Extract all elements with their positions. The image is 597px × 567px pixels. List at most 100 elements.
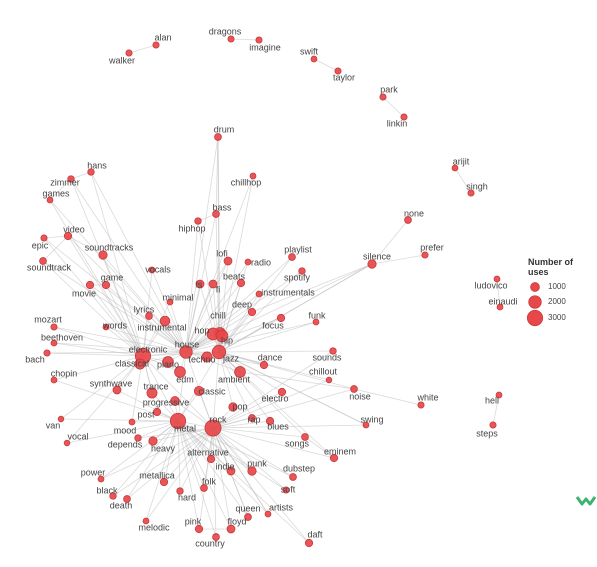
node-label: beethoven bbox=[41, 332, 83, 342]
edge bbox=[218, 351, 271, 422]
node bbox=[212, 533, 220, 541]
edge bbox=[212, 427, 232, 530]
node-label: zimmer bbox=[50, 177, 80, 187]
node bbox=[179, 345, 193, 359]
edge bbox=[251, 263, 373, 313]
node bbox=[227, 35, 235, 43]
node bbox=[451, 164, 459, 172]
edge bbox=[43, 237, 187, 353]
edge bbox=[492, 394, 500, 426]
node bbox=[329, 453, 339, 463]
node-label: punk bbox=[247, 458, 267, 468]
node-label: instrumentals bbox=[261, 287, 315, 297]
node-label: classic bbox=[198, 386, 226, 396]
edge bbox=[212, 420, 271, 429]
node-label: alternative bbox=[187, 447, 229, 457]
edge bbox=[145, 420, 179, 522]
node-label: depends bbox=[108, 439, 143, 449]
node bbox=[193, 385, 205, 397]
edge bbox=[53, 355, 144, 381]
edge bbox=[239, 371, 355, 390]
node-label: steps bbox=[476, 428, 498, 438]
node bbox=[379, 93, 387, 101]
edge bbox=[218, 351, 367, 426]
edge bbox=[185, 351, 265, 366]
node-label: mozart bbox=[34, 314, 62, 324]
node bbox=[417, 401, 425, 409]
node-label: edm bbox=[176, 374, 194, 384]
node bbox=[46, 196, 54, 204]
edge bbox=[177, 420, 232, 530]
node bbox=[146, 387, 158, 399]
node-label: techno bbox=[188, 354, 215, 364]
node bbox=[404, 216, 412, 224]
edge bbox=[185, 256, 293, 353]
node bbox=[277, 387, 287, 397]
edge bbox=[177, 351, 187, 422]
node-label: trance bbox=[143, 381, 168, 391]
node-label: radio bbox=[251, 257, 271, 267]
node-label: movie bbox=[72, 288, 96, 298]
edge bbox=[142, 301, 171, 357]
node-label: focus bbox=[262, 320, 284, 330]
node-label: eminem bbox=[324, 446, 356, 456]
node bbox=[142, 517, 150, 525]
node-label: rap bbox=[247, 414, 260, 424]
node-label: noise bbox=[349, 391, 371, 401]
edge bbox=[212, 424, 367, 429]
node bbox=[367, 259, 377, 269]
node bbox=[152, 407, 162, 417]
edge bbox=[496, 278, 501, 308]
node bbox=[145, 312, 153, 320]
edge bbox=[112, 427, 214, 497]
edge bbox=[53, 342, 187, 353]
edge bbox=[177, 420, 294, 478]
edge bbox=[218, 317, 282, 353]
node bbox=[166, 298, 174, 306]
edge bbox=[102, 254, 144, 357]
node-label: melodic bbox=[138, 522, 170, 532]
edge bbox=[185, 283, 201, 353]
node bbox=[310, 55, 318, 63]
node-label: singh bbox=[466, 181, 488, 191]
node-label: linkin bbox=[387, 118, 408, 128]
edge bbox=[100, 420, 179, 480]
node bbox=[97, 475, 105, 483]
node-label: taylor bbox=[333, 72, 355, 82]
edge bbox=[212, 427, 287, 491]
edge bbox=[163, 427, 214, 483]
node bbox=[259, 360, 269, 370]
node-label: pop bbox=[232, 401, 247, 411]
edge bbox=[116, 389, 179, 422]
edge bbox=[218, 351, 306, 438]
node bbox=[63, 231, 73, 241]
node-label: games bbox=[42, 188, 70, 198]
node bbox=[264, 510, 272, 518]
node bbox=[255, 290, 263, 298]
edge bbox=[212, 427, 306, 438]
nodes: alan walker dragons imagine swift taylor park l… bbox=[25, 26, 517, 548]
node-label: chill bbox=[210, 310, 226, 320]
legend-size bbox=[526, 309, 544, 327]
node bbox=[334, 67, 342, 75]
edge bbox=[49, 178, 72, 201]
node-label: hell bbox=[485, 395, 499, 405]
legend: 1000 2000 3000 bbox=[526, 282, 566, 327]
edge bbox=[212, 427, 294, 478]
node bbox=[169, 412, 187, 430]
edge bbox=[185, 260, 229, 353]
edge bbox=[218, 293, 260, 353]
node-label: black bbox=[96, 485, 118, 495]
node bbox=[329, 347, 337, 355]
edge bbox=[142, 355, 214, 429]
edge bbox=[163, 420, 179, 483]
legend-label: 2000 bbox=[548, 297, 566, 306]
node-label: vocal bbox=[67, 431, 88, 441]
node bbox=[194, 217, 202, 225]
node bbox=[400, 113, 408, 121]
node-label: metallica bbox=[139, 470, 175, 480]
edge bbox=[177, 420, 287, 491]
node-label: hip bbox=[221, 335, 233, 345]
node-label: alan bbox=[154, 32, 171, 42]
